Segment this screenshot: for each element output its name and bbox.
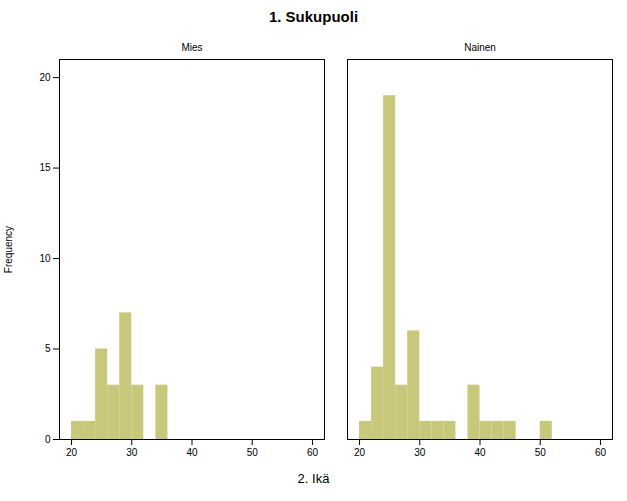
- svg-text:5: 5: [45, 343, 51, 354]
- svg-text:Nainen: Nainen: [464, 42, 496, 53]
- svg-text:30: 30: [414, 447, 426, 458]
- svg-text:50: 50: [535, 447, 547, 458]
- svg-text:40: 40: [186, 447, 198, 458]
- svg-text:15: 15: [39, 162, 51, 173]
- svg-text:50: 50: [247, 447, 259, 458]
- svg-text:10: 10: [39, 253, 51, 264]
- svg-text:20: 20: [354, 447, 366, 458]
- svg-text:20: 20: [39, 72, 51, 83]
- html-text:2. Ikä: 2. Ikä: [297, 471, 330, 486]
- html-text:1. Sukupuoli: 1. Sukupuoli: [268, 8, 359, 25]
- svg-text:30: 30: [126, 447, 138, 458]
- svg-text:60: 60: [307, 447, 319, 458]
- svg-text:0: 0: [45, 434, 51, 445]
- svg-text:Mies: Mies: [181, 42, 202, 53]
- svg-text:40: 40: [474, 447, 486, 458]
- svg-text:20: 20: [66, 447, 78, 458]
- svg-text:60: 60: [595, 447, 607, 458]
- svg-text:Frequency: Frequency: [3, 226, 14, 273]
